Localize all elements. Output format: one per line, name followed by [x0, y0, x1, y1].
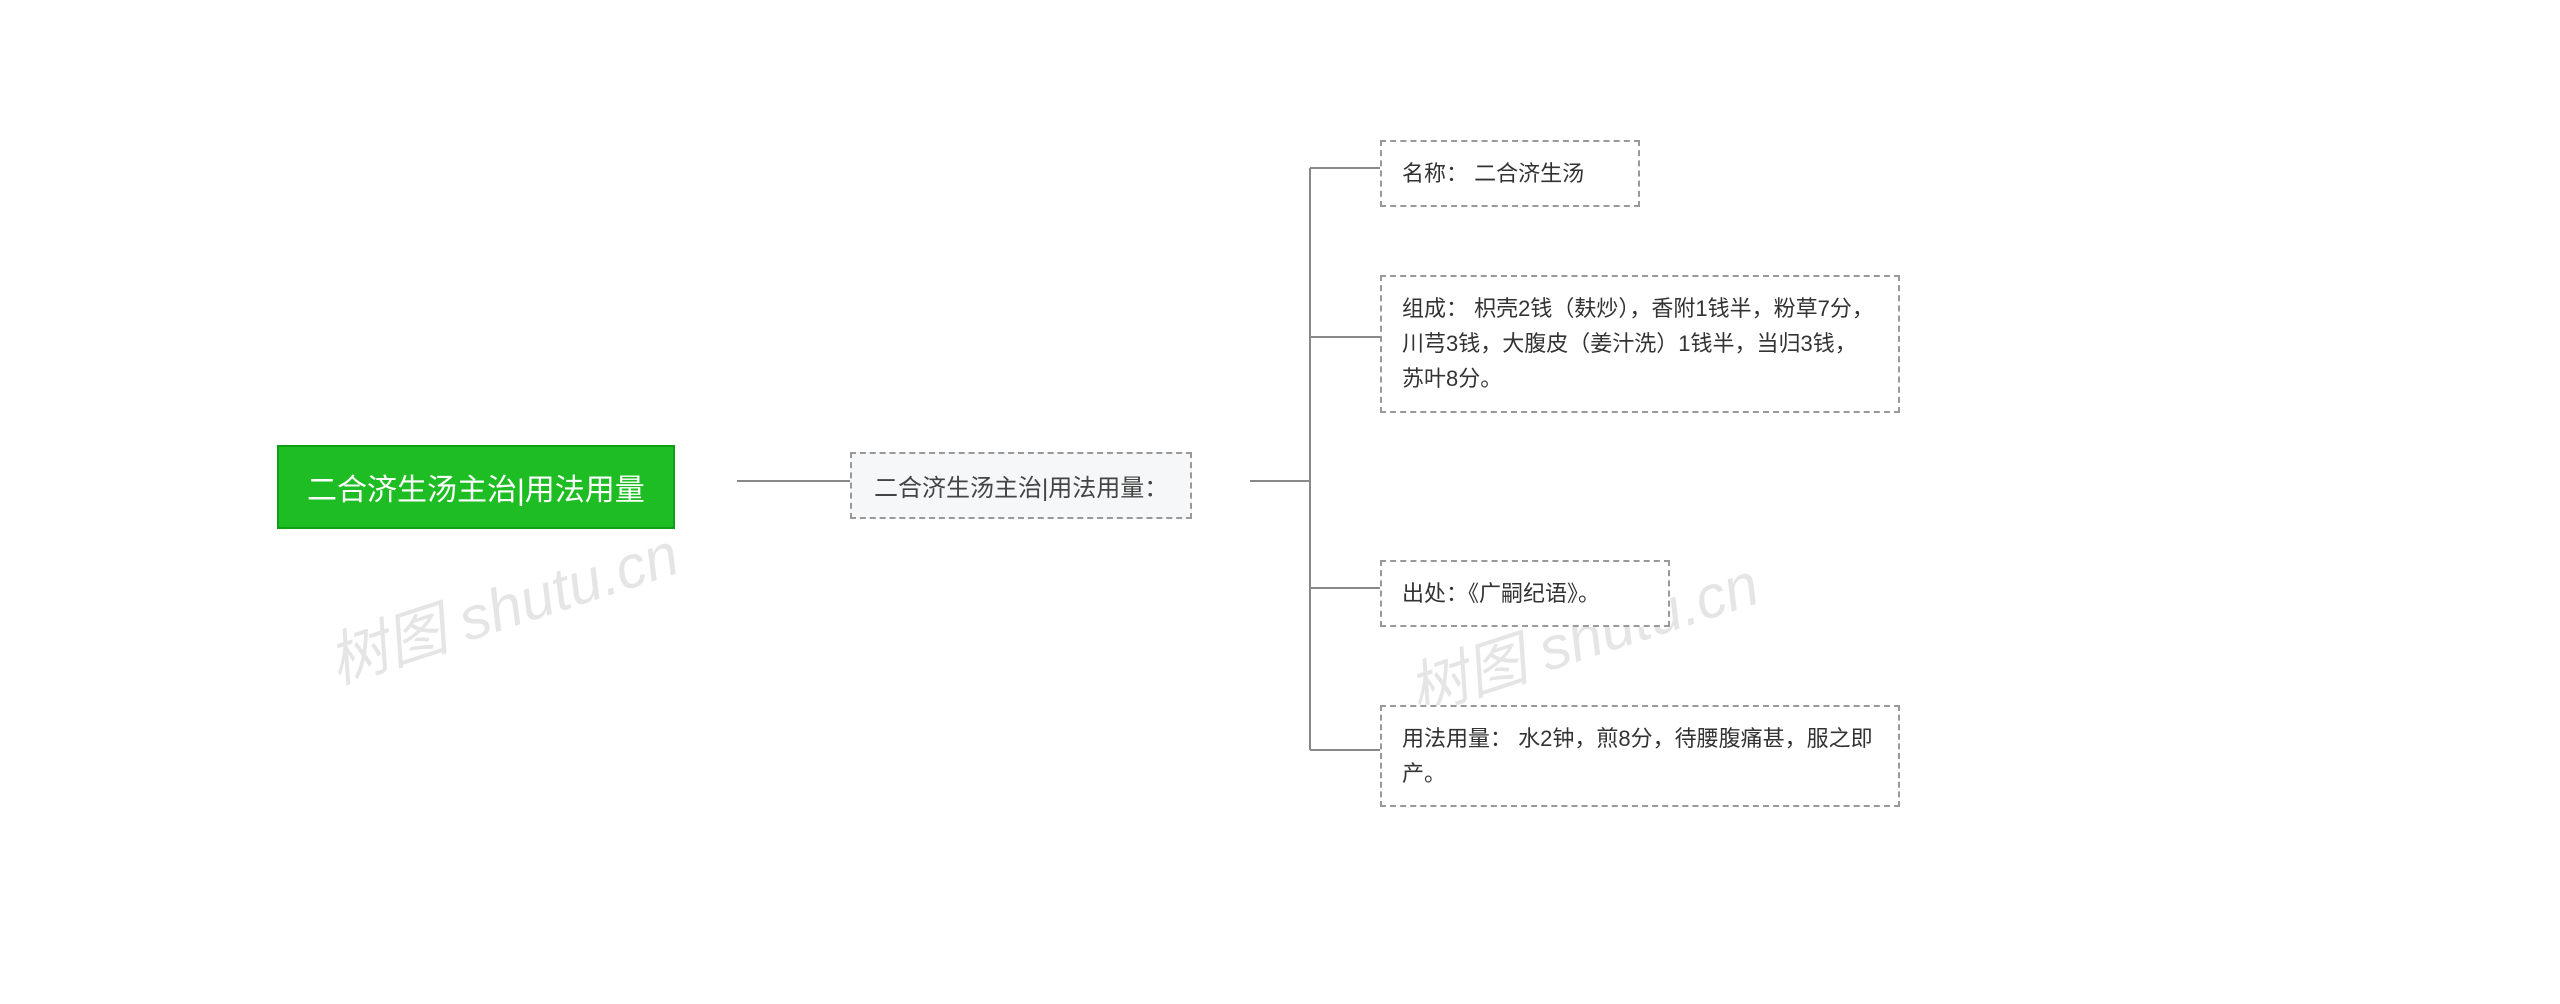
sub-node: 二合济生汤主治|用法用量：	[850, 452, 1192, 519]
leaf-node-usage: 用法用量： 水2钟，煎8分，待腰腹痛甚，服之即产。	[1380, 705, 1900, 807]
leaf-node-name: 名称： 二合济生汤	[1380, 140, 1640, 207]
leaf-node-source: 出处：《广嗣纪语》。	[1380, 560, 1670, 627]
root-node: 二合济生汤主治|用法用量	[277, 445, 675, 529]
leaf-node-composition: 组成： 枳壳2钱（麸炒），香附1钱半，粉草7分，川芎3钱，大腹皮（姜汁洗）1钱半…	[1380, 275, 1900, 413]
